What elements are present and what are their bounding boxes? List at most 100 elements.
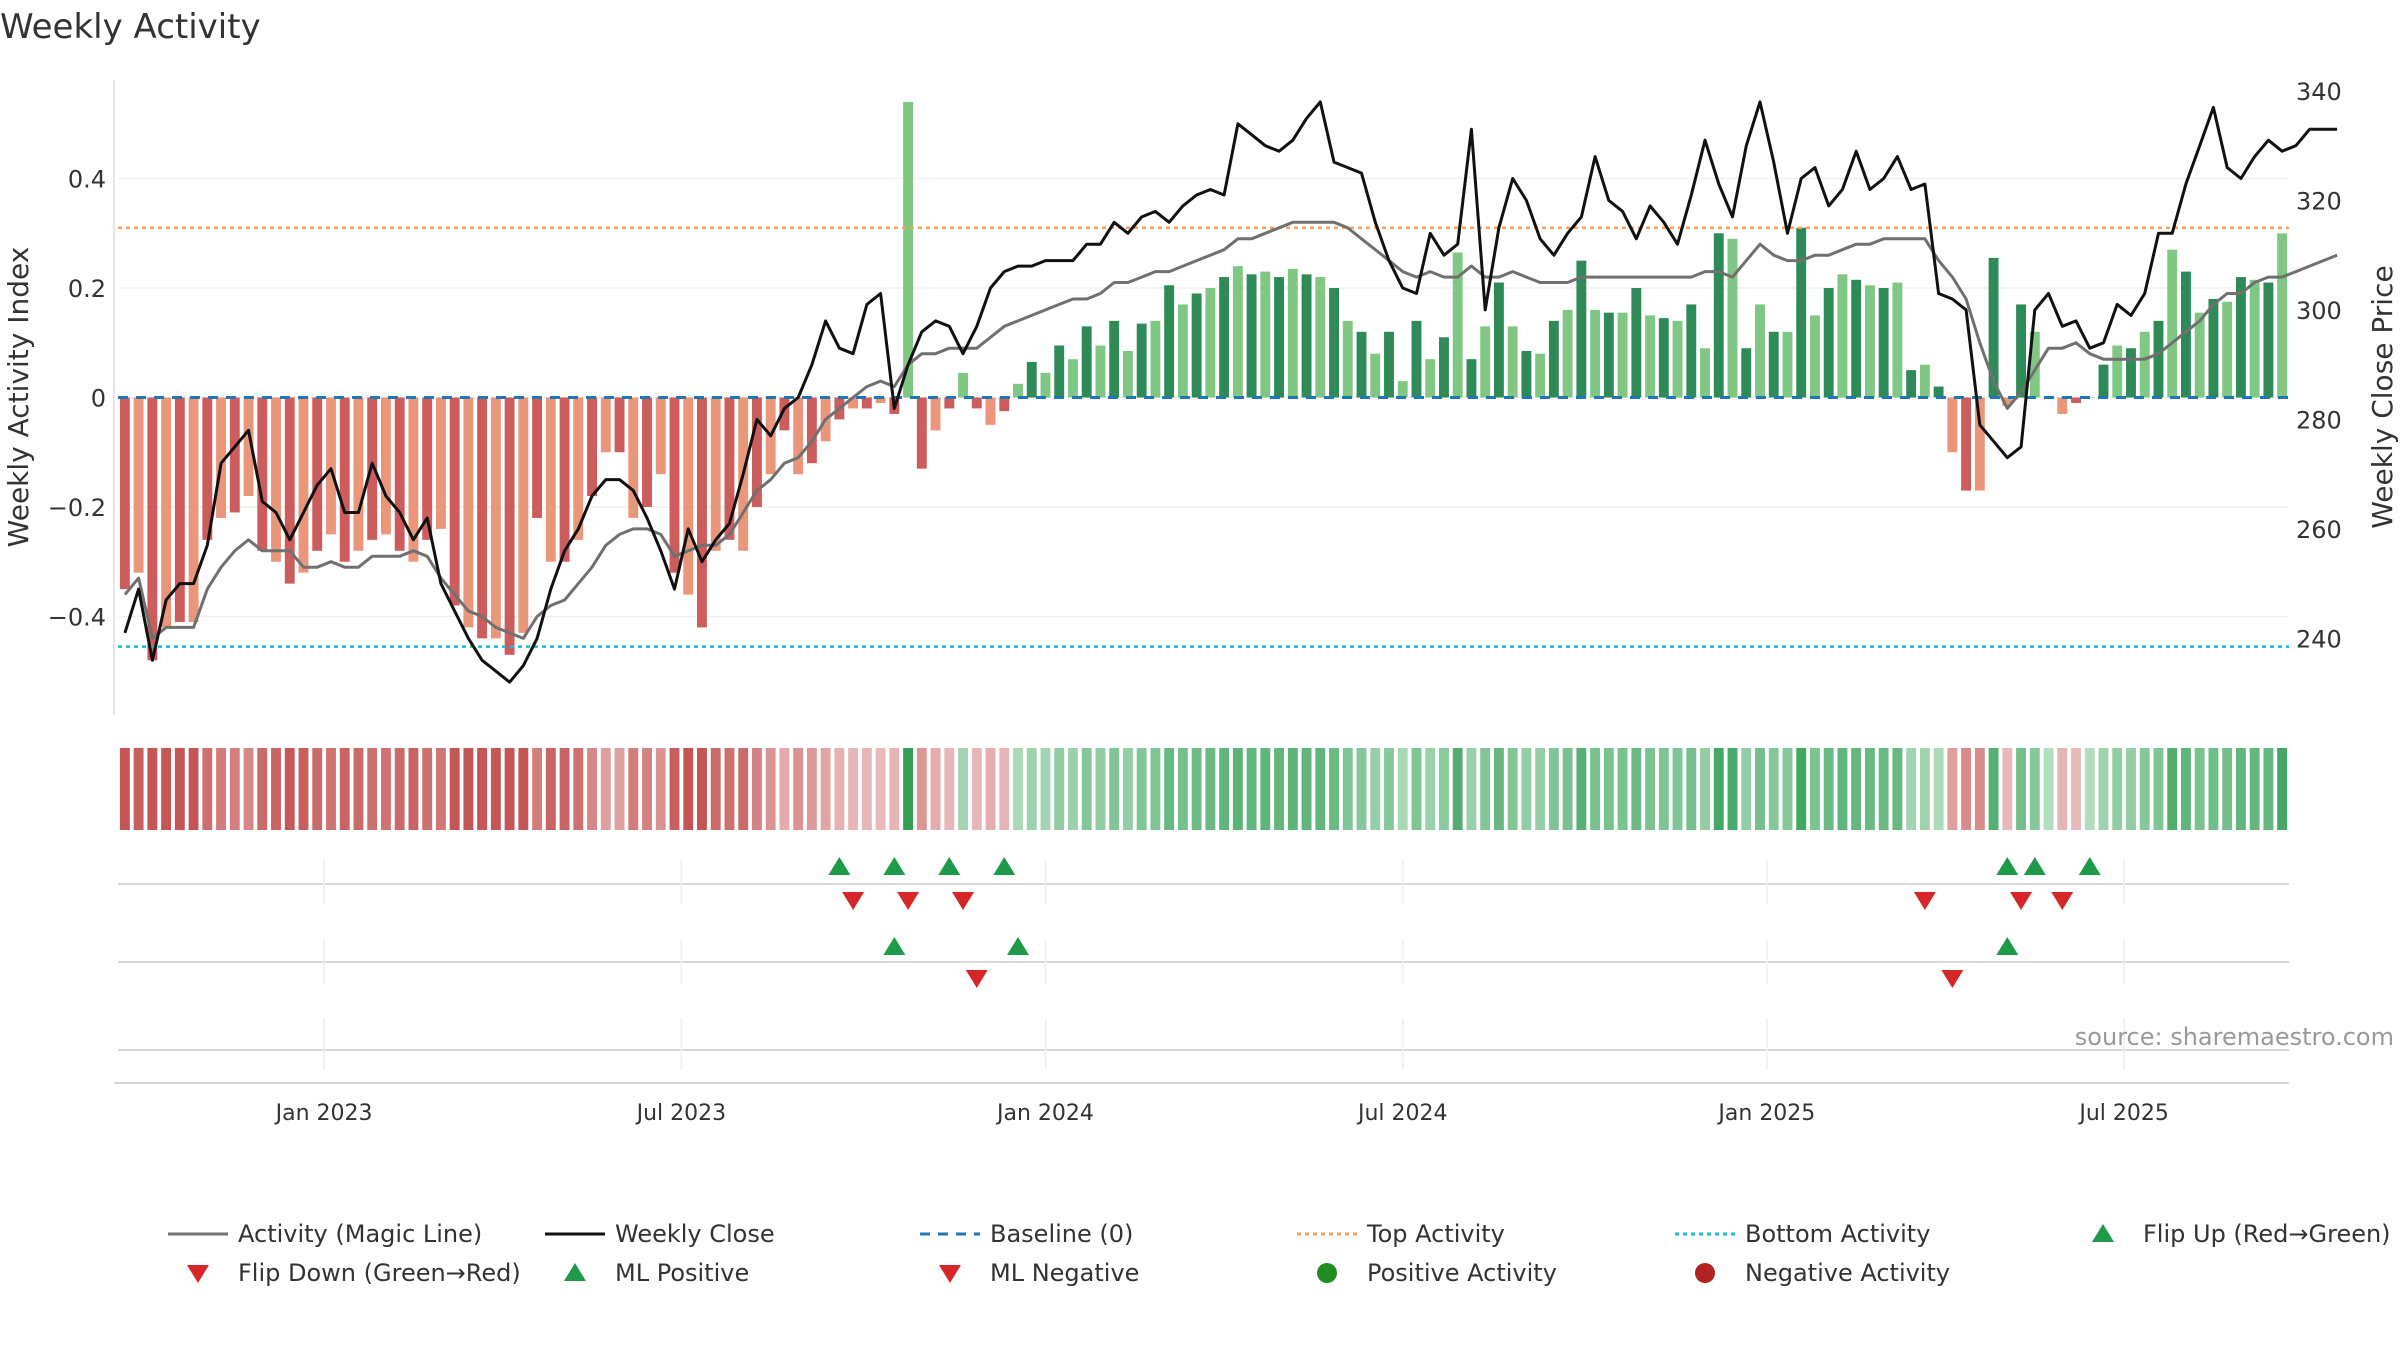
- activity-bar: [202, 397, 213, 540]
- heat-strip-cell: [1837, 748, 1848, 830]
- heat-strip-cell: [1933, 748, 1944, 830]
- activity-bar: [999, 397, 1010, 412]
- heat-strip-cell: [1164, 748, 1175, 830]
- heat-strip-cell: [916, 748, 927, 830]
- activity-bar: [1535, 353, 1546, 398]
- legend-swatch: [1695, 1263, 1715, 1283]
- activity-bar: [326, 397, 336, 535]
- activity-bar: [1713, 233, 1724, 398]
- heat-strip-cell: [1919, 748, 1930, 830]
- activity-bar: [2098, 364, 2109, 398]
- x-tick-label: Jan 2024: [995, 1101, 1094, 1126]
- activity-bar: [1260, 271, 1271, 398]
- ml-positive-marker: [1007, 937, 1030, 955]
- heat-strip-cell: [380, 748, 391, 830]
- activity-bar: [559, 397, 570, 562]
- heat-strip-cell: [326, 748, 336, 830]
- activity-bar: [628, 397, 639, 518]
- heat-strip-cell: [2153, 748, 2164, 830]
- heat-strip-cell: [958, 748, 968, 830]
- activity-bar: [408, 397, 419, 562]
- heat-strip-cell: [738, 748, 749, 830]
- heat-strip-cell: [1439, 748, 1449, 830]
- legend-swatch: [2092, 1224, 2114, 1242]
- activity-bar: [229, 397, 240, 513]
- activity-bar: [1122, 350, 1133, 398]
- flip-up-marker: [883, 857, 906, 875]
- activity-bar: [1878, 288, 1889, 398]
- activity-bar: [1040, 372, 1051, 398]
- y-left-tick-label: −0.4: [48, 603, 106, 631]
- ml-negative-marker: [1941, 970, 1964, 988]
- activity-bar: [1906, 370, 1917, 398]
- legend-item: Negative Activity: [1695, 1259, 1950, 1287]
- activity-bar: [697, 397, 707, 628]
- activity-bar: [133, 397, 144, 573]
- heat-strip-cell: [1205, 748, 1216, 830]
- activity-bar: [573, 397, 584, 540]
- activity-bar: [1397, 381, 1408, 398]
- activity-bar: [1507, 326, 1518, 398]
- activity-bar: [1068, 359, 1078, 398]
- activity-bar: [958, 372, 968, 398]
- heat-strip-cell: [806, 748, 817, 830]
- heat-strip-cell: [271, 748, 281, 830]
- heat-strip-cell: [1631, 748, 1642, 830]
- heat-strip-cell: [1988, 748, 1999, 830]
- heat-strip-cell: [1425, 748, 1436, 830]
- heat-strip-cell: [1493, 748, 1504, 830]
- heat-strip-cell: [1672, 748, 1683, 830]
- heat-strip-cell: [161, 748, 172, 830]
- flip-down-marker: [952, 892, 975, 910]
- activity-bar: [2222, 301, 2233, 398]
- activity-bar: [1617, 312, 1628, 398]
- legend-swatch: [187, 1265, 209, 1283]
- heat-strip-cell: [1081, 748, 1092, 830]
- heat-strip-cell: [1301, 748, 1312, 830]
- activity-bar: [504, 397, 515, 655]
- flip-up-marker: [1996, 857, 2019, 875]
- heat-strip-cell: [1658, 748, 1669, 830]
- activity-bar: [1480, 326, 1491, 398]
- activity-bar: [422, 397, 433, 540]
- heat-strip-cell: [229, 748, 240, 830]
- activity-bar: [1013, 383, 1023, 398]
- activity-bar: [2263, 282, 2274, 398]
- heat-strip-cell: [724, 748, 735, 830]
- activity-bar: [1342, 320, 1353, 398]
- flip-down-marker: [1913, 892, 1936, 910]
- activity-bar: [1026, 361, 1037, 398]
- flip-up-marker: [2078, 857, 2101, 875]
- heat-strip-cell: [216, 748, 227, 830]
- activity-bar: [751, 397, 762, 507]
- heat-strip-cell: [1700, 748, 1710, 830]
- activity-bar: [1961, 397, 1972, 491]
- legend-label: Negative Activity: [1745, 1259, 1950, 1287]
- activity-bar: [1164, 285, 1175, 398]
- heat-strip-cell: [174, 748, 185, 830]
- heat-strip-cell: [930, 748, 941, 830]
- legend-swatch: [564, 1263, 586, 1281]
- activity-bar: [1755, 304, 1765, 398]
- heat-strip-cell: [449, 748, 460, 830]
- activity-bar: [2002, 397, 2013, 406]
- activity-bar: [1274, 277, 1285, 398]
- y-right-tick-label: 320: [2296, 187, 2342, 215]
- activity-bar: [1892, 282, 1903, 398]
- heat-strip-cell: [1342, 748, 1353, 830]
- heat-strip-cell: [394, 748, 405, 830]
- heat-strip-cell: [2208, 748, 2219, 830]
- heat-strip-cell: [312, 748, 323, 830]
- legend-item: Flip Up (Red→Green): [2092, 1220, 2391, 1248]
- weekly-close-line: [123, 100, 2338, 684]
- y-left-axis-label: Weekly Activity Index: [2, 247, 35, 548]
- heat-strip-cell: [2263, 748, 2274, 830]
- heat-strip-cell: [1054, 748, 1065, 830]
- heat-strip-cell: [2057, 748, 2068, 830]
- activity-bar: [1658, 318, 1669, 398]
- y-right-axis-label: Weekly Close Price: [2366, 265, 2399, 528]
- heat-strip-cell: [1576, 748, 1587, 830]
- heat-strip-cell: [655, 748, 666, 830]
- heat-strip-cell: [765, 748, 776, 830]
